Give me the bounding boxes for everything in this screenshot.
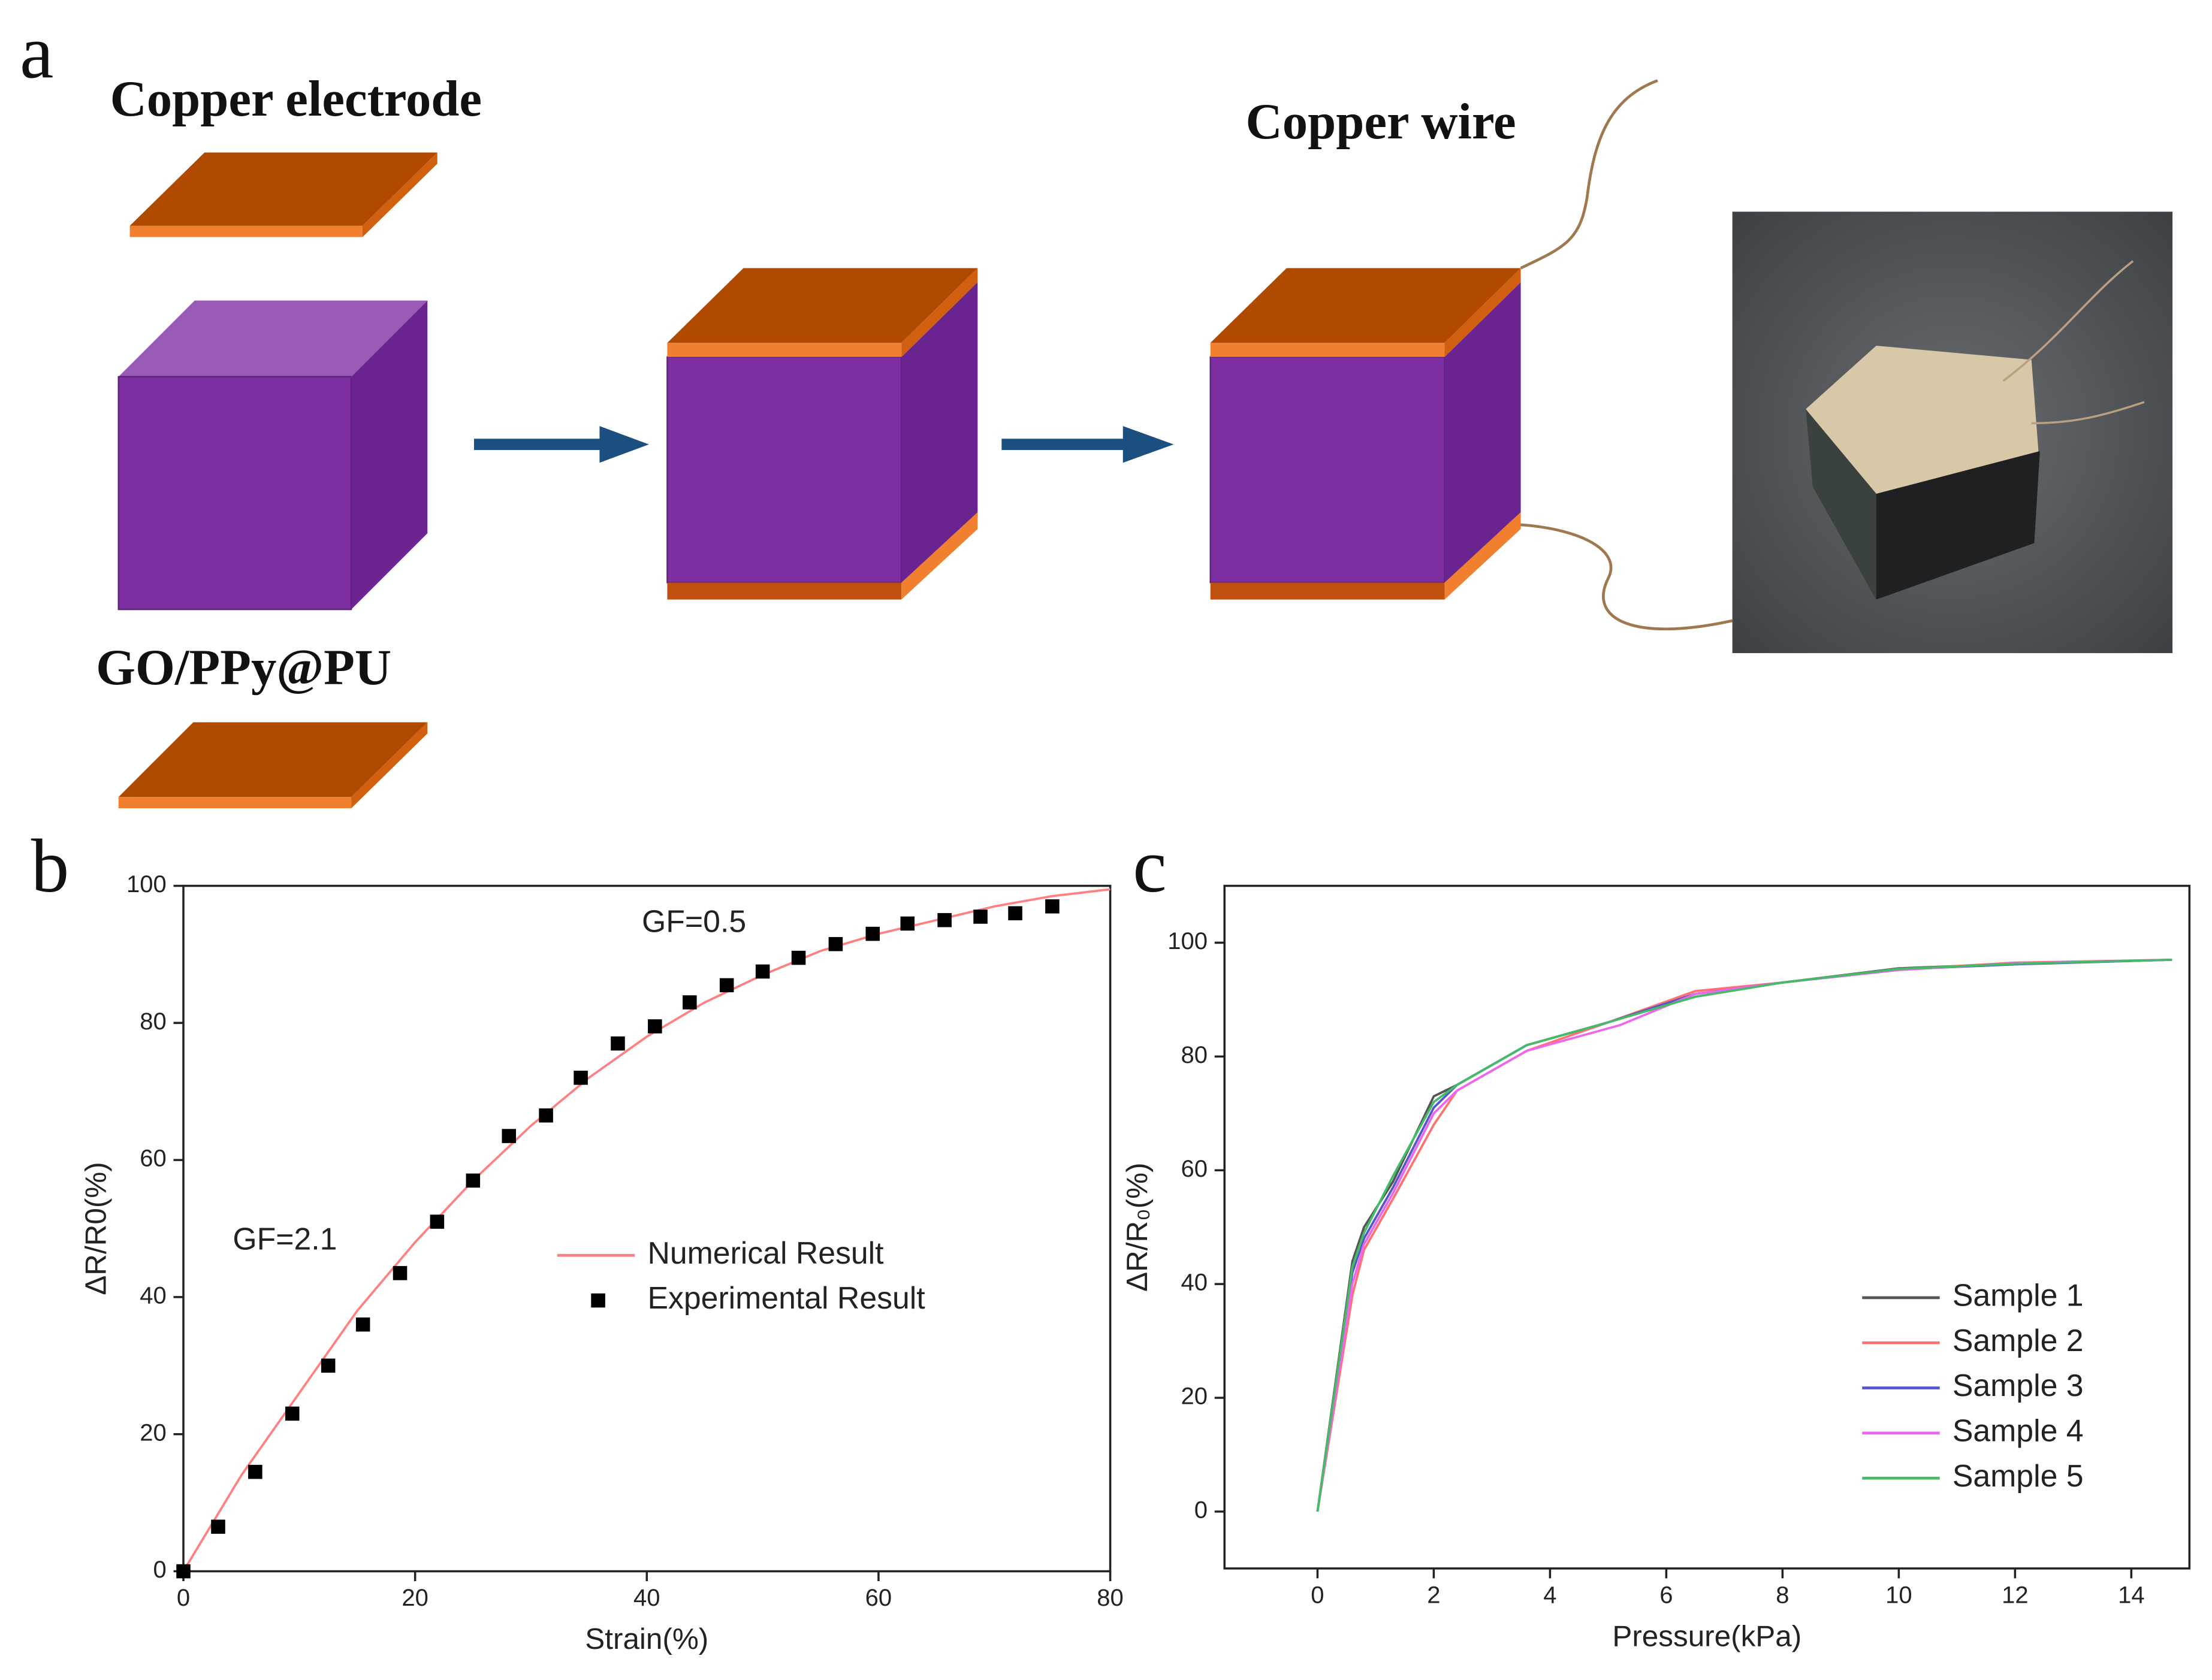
annotation: GF=0.5 xyxy=(642,904,746,939)
legend-label: Sample 4 xyxy=(1953,1413,2084,1448)
marker xyxy=(466,1173,481,1188)
x-tick-label: 0 xyxy=(177,1585,190,1611)
marker xyxy=(900,916,915,931)
panel-label: c xyxy=(1133,824,1166,908)
y-tick-label: 0 xyxy=(1194,1497,1208,1523)
marker xyxy=(430,1214,445,1229)
y-tick-label: 80 xyxy=(140,1008,167,1035)
plot-frame xyxy=(1223,884,2191,1570)
x-tick-label: 0 xyxy=(1311,1582,1324,1608)
marker xyxy=(828,936,843,951)
y-tick-label: 60 xyxy=(1181,1156,1207,1182)
marker xyxy=(355,1317,370,1332)
label: GO/PPy@PU xyxy=(96,639,391,696)
legend-label: Sample 2 xyxy=(1953,1323,2084,1358)
y-tick-label: 20 xyxy=(140,1419,167,1446)
legend-label: Experimental Result xyxy=(647,1280,925,1315)
series-line xyxy=(1316,959,2172,1512)
marker xyxy=(393,1266,408,1280)
marker xyxy=(755,964,770,979)
x-tick-label: 20 xyxy=(402,1585,428,1611)
marker xyxy=(176,1564,191,1579)
panel-label: b xyxy=(31,824,70,908)
marker xyxy=(248,1464,262,1479)
x-axis-label: Strain(%) xyxy=(585,1622,708,1655)
x-tick-label: 2 xyxy=(1427,1582,1440,1608)
marker xyxy=(791,950,806,965)
marker xyxy=(719,978,734,993)
y-tick-label: 40 xyxy=(140,1282,167,1309)
y-axis-label: ΔR/R0(%) xyxy=(80,1162,113,1295)
diagram xyxy=(117,79,2173,809)
y-tick-label: 100 xyxy=(126,871,167,898)
legend-label: Sample 3 xyxy=(1953,1368,2084,1403)
y-tick-label: 100 xyxy=(1167,928,1208,954)
series-line xyxy=(182,888,1110,1572)
x-tick-label: 14 xyxy=(2118,1582,2145,1608)
y-tick-label: 0 xyxy=(153,1557,167,1583)
x-tick-label: 12 xyxy=(2002,1582,2029,1608)
x-tick-label: 60 xyxy=(865,1585,892,1611)
x-tick-label: 6 xyxy=(1659,1582,1673,1608)
marker xyxy=(865,926,880,941)
y-axis-label: ΔR/R₀(%) xyxy=(1121,1162,1154,1292)
marker xyxy=(1045,899,1060,914)
legend-swatch xyxy=(591,1293,605,1308)
x-tick-label: 10 xyxy=(1885,1582,1912,1608)
marker xyxy=(502,1129,517,1143)
marker xyxy=(285,1406,300,1421)
x-tick-label: 80 xyxy=(1097,1585,1124,1611)
marker xyxy=(973,910,988,924)
marker xyxy=(611,1036,625,1051)
y-tick-label: 60 xyxy=(140,1146,167,1172)
y-tick-label: 20 xyxy=(1181,1383,1207,1410)
marker xyxy=(1008,906,1022,921)
marker xyxy=(937,912,952,927)
x-axis-label: Pressure(kPa) xyxy=(1612,1619,1801,1652)
y-tick-label: 80 xyxy=(1181,1042,1207,1068)
label: Copper wire xyxy=(1246,93,1516,150)
legend-label: Sample 1 xyxy=(1953,1278,2084,1313)
marker xyxy=(683,995,697,1010)
y-tick-label: 40 xyxy=(1181,1270,1207,1296)
x-tick-label: 4 xyxy=(1543,1582,1556,1608)
x-tick-label: 40 xyxy=(633,1585,660,1611)
marker xyxy=(574,1071,588,1085)
marker xyxy=(539,1108,553,1123)
annotation: GF=2.1 xyxy=(233,1221,337,1256)
marker xyxy=(211,1519,225,1534)
panel-label: a xyxy=(20,11,53,95)
x-tick-label: 8 xyxy=(1776,1582,1789,1608)
marker xyxy=(321,1358,336,1373)
legend-label: Numerical Result xyxy=(647,1235,883,1270)
marker xyxy=(648,1019,662,1034)
label: Copper electrode xyxy=(110,71,482,127)
legend-label: Sample 5 xyxy=(1953,1458,2084,1493)
